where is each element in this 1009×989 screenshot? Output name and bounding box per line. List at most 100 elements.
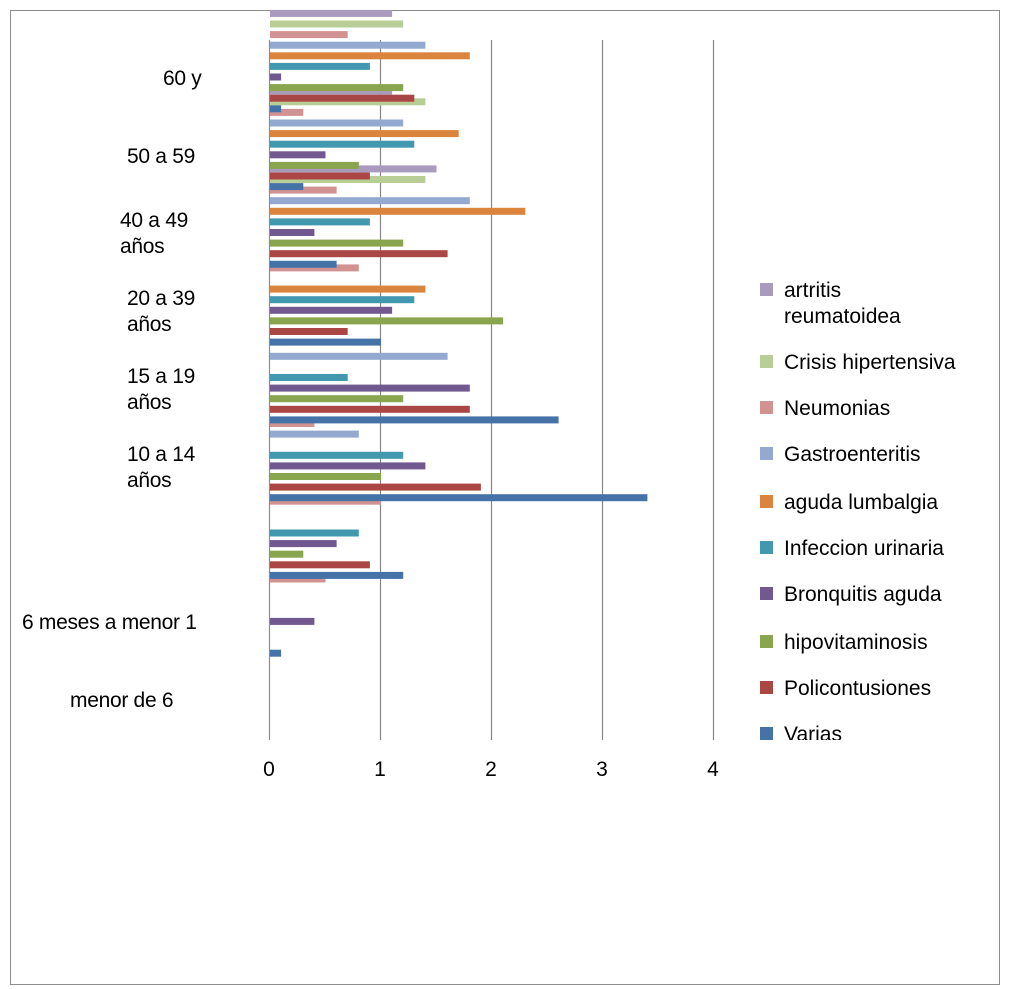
category-label-line: 15 a 19 (127, 365, 195, 388)
bar (270, 130, 459, 138)
x-tick-label: 2 (485, 758, 497, 781)
bar (270, 550, 304, 558)
category-label-line: años (127, 391, 172, 414)
bar (270, 483, 481, 491)
legend-swatch (760, 635, 773, 648)
bar (270, 317, 504, 325)
category-label-line: 6 meses a menor 1 (22, 611, 197, 635)
legend: artritis reumatoidea Crisis hipertensiva N… (760, 278, 1005, 740)
bar (270, 384, 470, 392)
bar (270, 172, 370, 180)
bar (270, 462, 426, 470)
bar (270, 87, 393, 95)
category-label-line: años (127, 313, 172, 337)
bar (270, 617, 315, 625)
category-label-line: 60 y (163, 66, 202, 90)
x-tick-label: 0 (263, 758, 275, 781)
bar (270, 207, 526, 215)
legend-swatch (760, 587, 773, 600)
legend-label: Infeccion urinaria (784, 537, 944, 560)
category-label-line: 20 a 39 (127, 287, 195, 311)
legend-label: Policontusiones (784, 677, 932, 700)
legend-swatch (760, 541, 773, 554)
legend-label: Bronquitis aguda (784, 583, 942, 606)
legend-label: hipovitaminosis (784, 631, 928, 654)
bar (270, 108, 304, 116)
bar (270, 197, 470, 205)
bar (270, 374, 348, 381)
bar (270, 451, 404, 459)
category-label: 60 y (163, 66, 202, 92)
bar (270, 473, 381, 480)
legend-label: Varias (784, 723, 842, 740)
bar (270, 338, 381, 346)
category-label: 50 a 59 (127, 144, 195, 170)
legend-label: Crisis hipertensiva (784, 351, 956, 374)
legend-label: Neumonias (784, 397, 891, 420)
bar (270, 218, 370, 226)
bar (270, 52, 470, 60)
bar (270, 430, 359, 438)
legend-label: aguda lumbalgia (784, 491, 939, 514)
legend-swatch (760, 401, 773, 414)
bar (270, 94, 415, 102)
x-tick-label: 3 (596, 758, 608, 781)
bar (270, 250, 448, 258)
category-label-line: 10 a 14 (127, 442, 195, 466)
legend-label: Gastroenteritis (784, 443, 921, 466)
bar (270, 494, 648, 502)
category-label-line: años (120, 235, 165, 259)
category-label: 10 a 14 años (127, 442, 195, 494)
x-tick-label: 4 (707, 758, 719, 781)
bar (270, 151, 326, 159)
bar (270, 416, 559, 424)
legend-swatch (760, 495, 773, 508)
category-label-line: años (127, 468, 172, 492)
bar (270, 561, 370, 569)
category-label: menor de 6 (70, 688, 174, 714)
bar (270, 140, 415, 148)
category-label: 20 a 39 años (127, 286, 195, 338)
bar (270, 20, 404, 28)
bar (270, 405, 470, 413)
bar (270, 119, 404, 127)
bar (270, 571, 404, 579)
bar (270, 285, 426, 293)
bar (270, 73, 282, 81)
bar (270, 9, 393, 17)
bar (270, 98, 426, 106)
legend-swatch (760, 681, 773, 694)
bar (270, 229, 315, 236)
bar (270, 649, 282, 657)
legend-swatch (760, 447, 773, 460)
bar (270, 420, 315, 427)
bar (270, 352, 448, 360)
bar (270, 529, 359, 537)
bar (270, 540, 337, 548)
bar (270, 84, 404, 92)
category-label-line: 40 a 49 (120, 209, 188, 233)
bar (270, 306, 393, 314)
bar (270, 161, 359, 169)
bar (270, 395, 404, 403)
bar (270, 296, 415, 304)
category-label-line: menor de 6 (70, 689, 174, 713)
x-tick-label: 1 (374, 758, 386, 781)
bar (270, 328, 348, 335)
bar (270, 264, 359, 272)
bar (270, 105, 282, 113)
legend-swatch (760, 355, 773, 368)
category-label: 6 meses a menor 1 (22, 610, 197, 636)
category-label-line: 50 a 59 (127, 144, 195, 168)
bar (270, 62, 370, 70)
bar (270, 260, 337, 268)
bar (270, 31, 348, 39)
legend-label: artritis reumatoidea (784, 279, 901, 328)
bar (270, 239, 404, 247)
bar (270, 575, 326, 583)
legend-swatch (760, 283, 773, 296)
bar (270, 41, 426, 49)
category-label: 40 a 49 años (120, 208, 188, 260)
category-label: 15 a 19 años (127, 364, 195, 416)
